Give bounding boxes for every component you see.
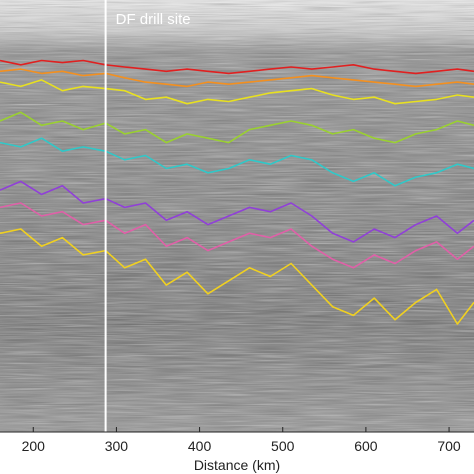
layer-line-5	[0, 137, 474, 187]
layer-line-4	[0, 111, 474, 144]
x-tick-label: 600	[354, 438, 378, 454]
x-tick-label: 400	[188, 438, 212, 454]
drill-site-label: DF drill site	[116, 11, 191, 28]
layer-line-3	[0, 79, 474, 105]
layer-line-2	[0, 68, 474, 88]
plot-area: DF drill site	[0, 0, 474, 432]
x-tick-label: 300	[105, 438, 129, 454]
x-tick-label: 500	[271, 438, 295, 454]
x-axis: 200 300 400 500 600 700 Distance (km)	[0, 427, 474, 473]
layer-line-7	[0, 202, 474, 269]
layer-line-8	[0, 228, 474, 325]
series-layer	[0, 59, 474, 325]
x-tick-label: 200	[22, 438, 46, 454]
layer-line-6	[0, 180, 474, 243]
echogram-texture	[0, 0, 474, 432]
x-tick-label: 700	[437, 438, 461, 454]
x-tick-layer: 200 300 400 500 600 700	[22, 427, 461, 454]
layer-line-1	[0, 59, 474, 75]
x-axis-label: Distance (km)	[194, 457, 280, 473]
